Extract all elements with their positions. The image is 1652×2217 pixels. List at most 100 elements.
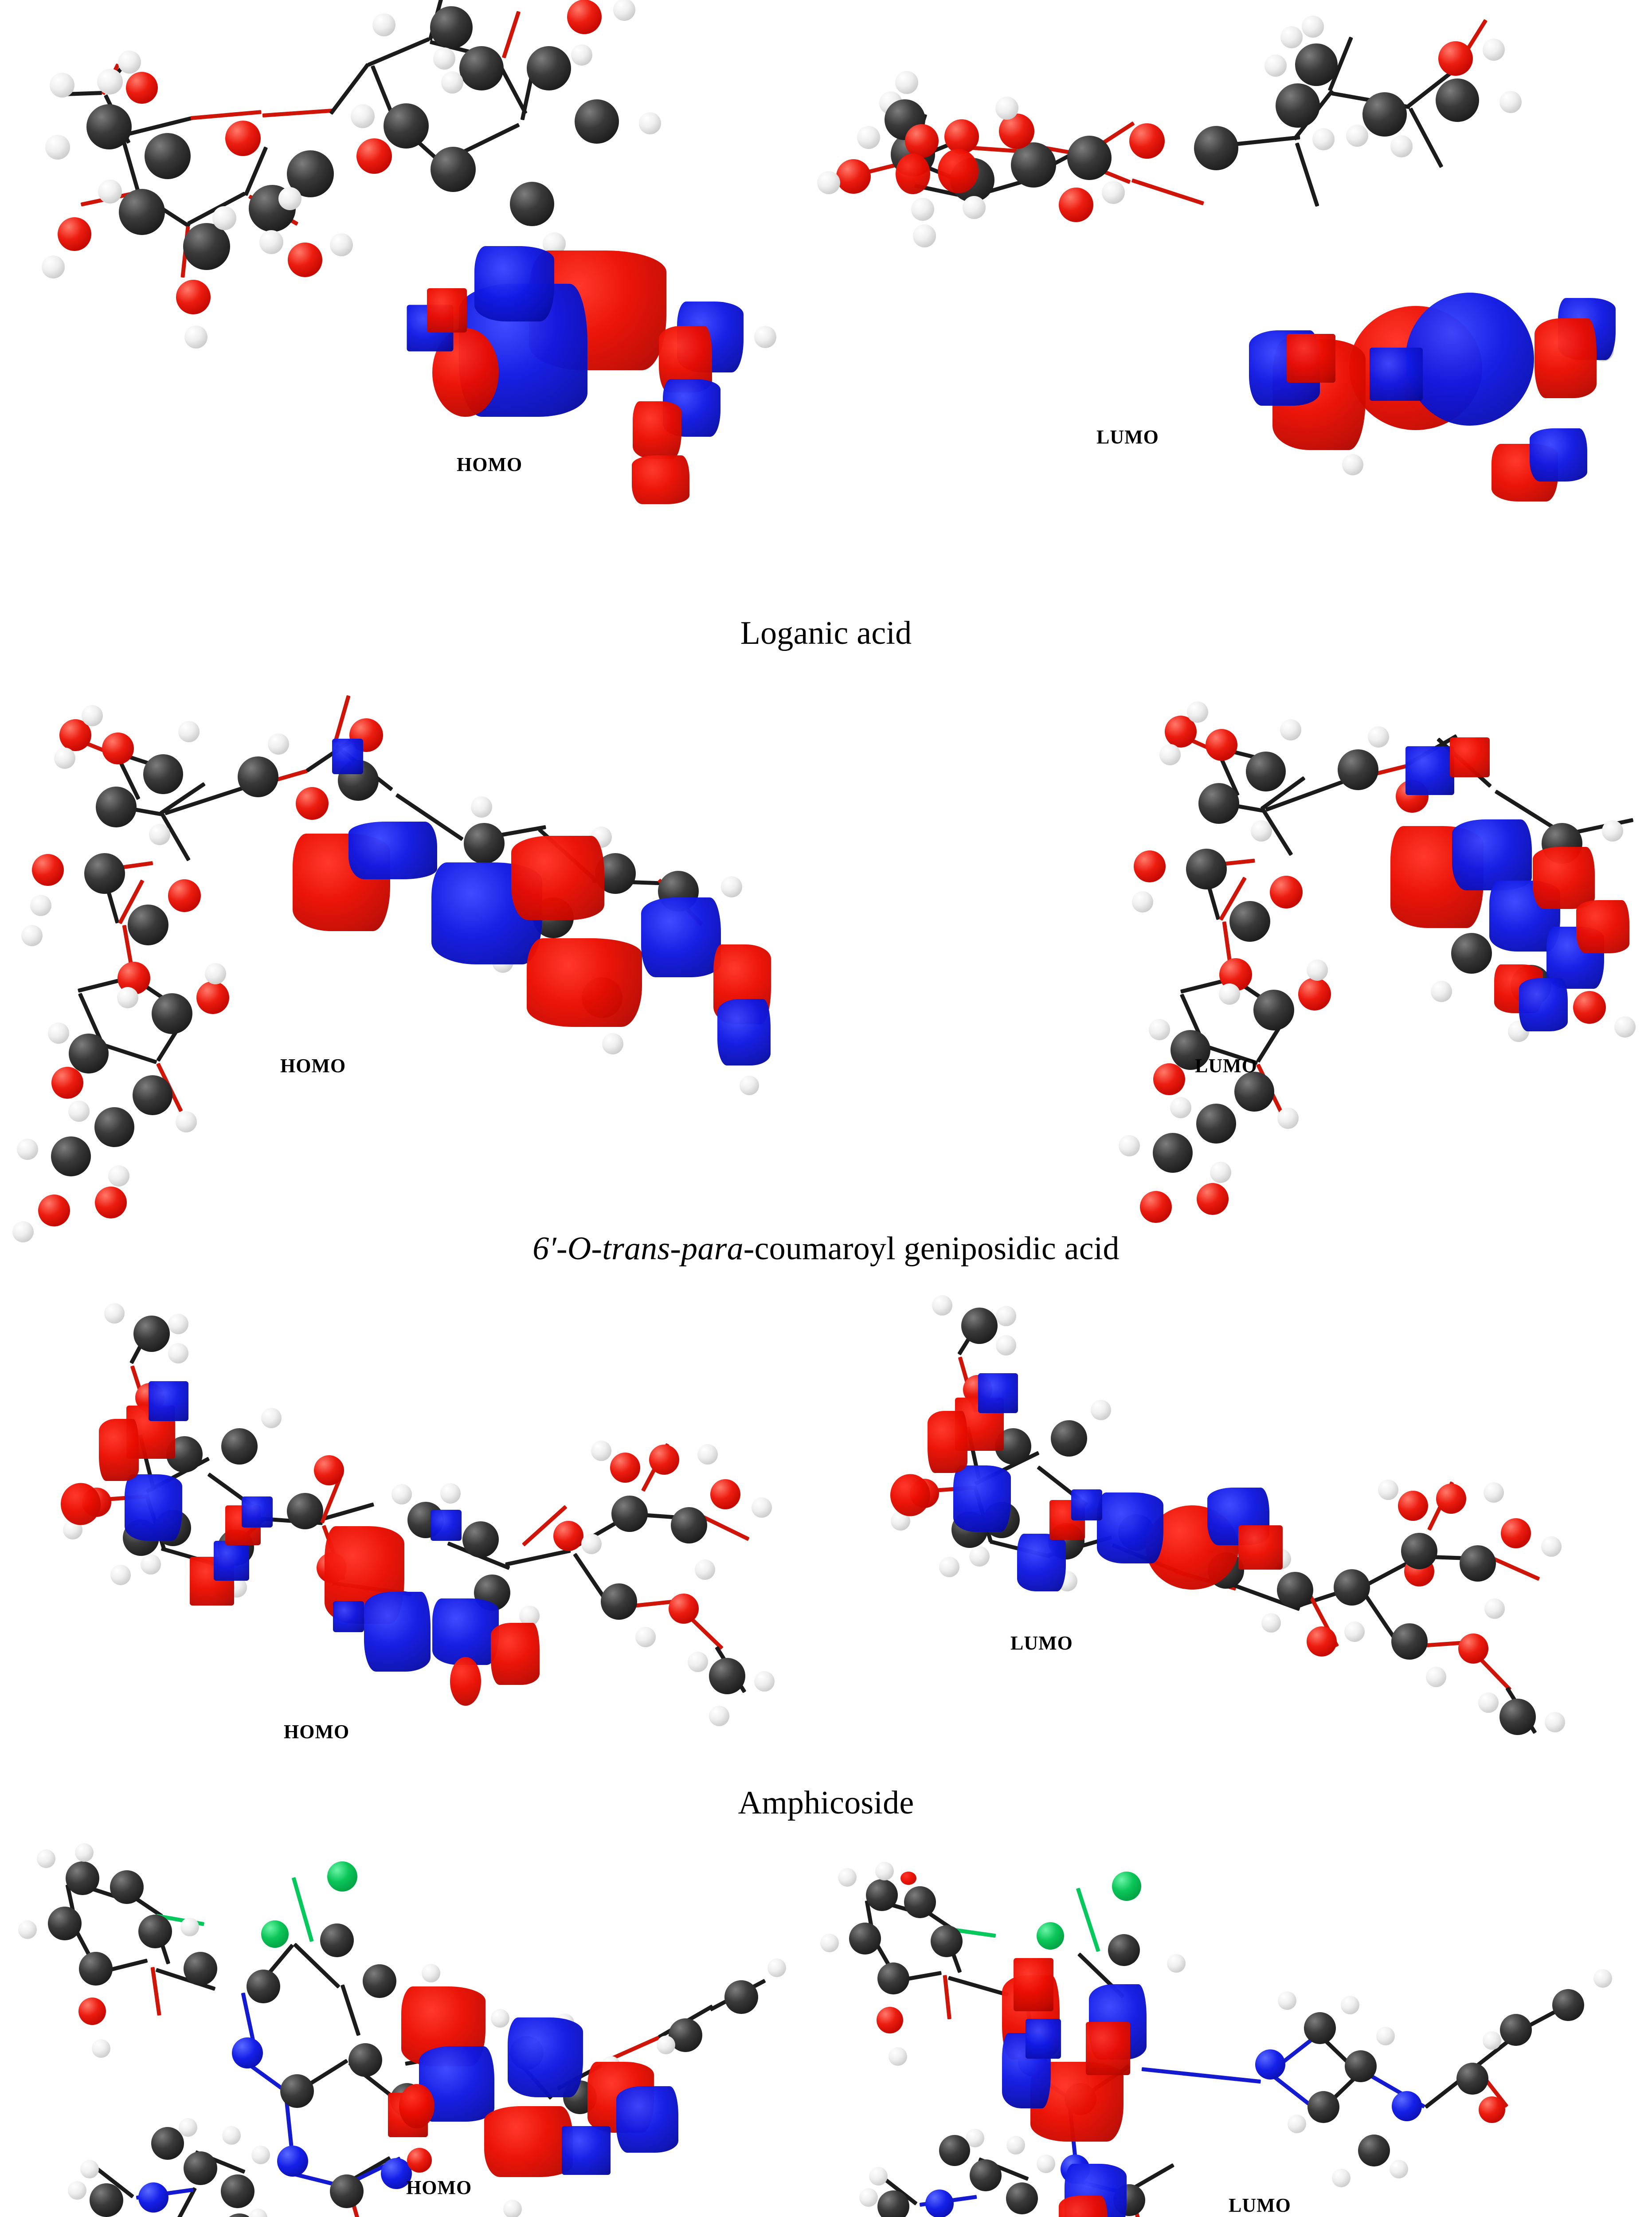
atom-hydrogen — [657, 2036, 675, 2054]
orbital-label-homo: HOMO — [406, 2177, 472, 2198]
atom-hydrogen — [591, 1441, 611, 1461]
orbital-lobe-negative — [474, 246, 554, 321]
atom-carbon — [51, 1136, 91, 1176]
caption-coumaroyl-geniposidic-acid: 6′-O-trans-para-coumaroyl geniposidic ac… — [0, 1231, 1652, 1266]
atom-carbon — [611, 1496, 648, 1532]
atom-carbon — [1456, 2063, 1488, 2095]
atom-fluorine — [1112, 1872, 1141, 1901]
atom-oxygen — [1197, 1183, 1229, 1215]
atom-hydrogen — [963, 196, 986, 219]
atom-hydrogen — [695, 1559, 715, 1580]
atom-hydrogen — [18, 1920, 37, 1939]
atom-carbon — [1170, 1030, 1210, 1070]
atom-oxygen — [1129, 123, 1165, 159]
orbital-lobe-negative — [333, 1601, 364, 1632]
atom-hydrogen — [1261, 1613, 1281, 1633]
atom-oxygen — [1398, 1491, 1428, 1521]
atom-hydrogen — [30, 895, 51, 916]
atom-hydrogen — [251, 2146, 270, 2164]
atom-carbon — [69, 1034, 109, 1073]
bond — [505, 1548, 571, 1567]
orbital-lobe-negative — [508, 2017, 583, 2097]
atom-oxygen — [567, 0, 602, 34]
atom-hydrogen — [1483, 2031, 1501, 2050]
atom-hydrogen — [1312, 128, 1335, 150]
atom-hydrogen — [1390, 2160, 1408, 2178]
atom-oxygen — [1140, 1191, 1172, 1223]
atom-hydrogen — [1264, 55, 1287, 77]
atom-carbon — [238, 756, 278, 797]
atom-carbon — [66, 1861, 99, 1895]
atom-hydrogen — [1159, 744, 1181, 765]
atom-carbon — [877, 2190, 909, 2217]
orbital-lobe-positive — [1287, 334, 1335, 383]
orbital-lobe-negative — [978, 1373, 1018, 1413]
atom-hydrogen — [639, 112, 661, 134]
atom-hydrogen — [602, 1033, 623, 1054]
atom-carbon — [247, 1970, 280, 2003]
atom-hydrogen — [491, 2009, 509, 2028]
atom-oxygen — [126, 72, 158, 104]
atom-hydrogen — [180, 1918, 199, 1936]
atom-hydrogen — [721, 876, 742, 897]
atom-oxygen — [1270, 876, 1303, 909]
atom-hydrogen — [754, 1671, 775, 1692]
atom-oxygen — [649, 1445, 679, 1475]
atom-hydrogen — [98, 180, 122, 204]
orbital-lobe-positive — [1576, 900, 1629, 953]
atom-hydrogen — [1368, 726, 1389, 748]
atom-carbon — [384, 103, 429, 149]
orbital-lobe-positive — [1535, 318, 1597, 398]
atom-oxygen — [1134, 850, 1166, 882]
atom-hydrogen — [268, 733, 289, 755]
atom-nitrogen — [381, 2158, 412, 2189]
atom-hydrogen — [351, 104, 375, 128]
atom-hydrogen — [149, 824, 170, 845]
panel-coumaroyl-homo: HOMO — [0, 678, 826, 1242]
atom-oxygen — [1573, 991, 1606, 1024]
atom-hydrogen — [1390, 135, 1413, 157]
orbital-lobe-positive — [1014, 1958, 1053, 2011]
atom-carbon — [119, 189, 165, 235]
atom-carbon — [94, 1107, 134, 1147]
atom-hydrogen — [1037, 2154, 1055, 2173]
atom-oxygen — [1206, 729, 1237, 761]
atom-nitrogen — [1392, 2091, 1422, 2121]
atom-carbon — [184, 2151, 217, 2185]
atom-hydrogen — [68, 2181, 86, 2200]
atom-hydrogen — [1149, 1019, 1170, 1040]
atom-hydrogen — [1602, 820, 1623, 842]
atom-oxygen — [1307, 1626, 1337, 1657]
atom-hydrogen — [752, 1497, 772, 1518]
atom-oxygen — [1438, 41, 1473, 76]
orbital-lobe-negative — [562, 2126, 611, 2175]
atom-hydrogen — [1278, 1991, 1296, 2010]
orbital-lobe-negative — [149, 1381, 188, 1421]
atom-carbon — [459, 46, 504, 90]
atom-carbon — [1345, 2050, 1377, 2082]
atom-carbon — [1234, 1072, 1274, 1112]
orbital-lobe-positive — [632, 455, 689, 504]
atom-carbon — [877, 1962, 909, 1994]
atom-hydrogen — [82, 705, 103, 726]
atom-fluorine — [1037, 1922, 1064, 1950]
atom-hydrogen — [92, 2039, 110, 2058]
atom-hydrogen — [1344, 1622, 1365, 1642]
bond — [947, 1976, 1009, 1997]
atom-carbon — [1436, 78, 1479, 122]
atom-carbon — [1358, 2135, 1390, 2166]
atom-oxygen — [1479, 2096, 1505, 2123]
atom-hydrogen — [754, 326, 776, 348]
atom-hydrogen — [97, 69, 123, 94]
orbital-label-lumo: LUMO — [1010, 1632, 1073, 1654]
bond — [262, 108, 333, 118]
orbital-label-homo: HOMO — [457, 454, 523, 475]
atom-hydrogen — [1307, 960, 1328, 981]
orbital-lobe-negative — [332, 739, 363, 774]
atom-hydrogen — [895, 71, 918, 94]
atom-hydrogen — [1132, 891, 1153, 913]
orbital-lobe-positive — [928, 1411, 967, 1473]
atom-hydrogen — [168, 1314, 188, 1334]
atom-carbon — [1011, 142, 1056, 188]
atom-oxygen — [1501, 1518, 1531, 1548]
